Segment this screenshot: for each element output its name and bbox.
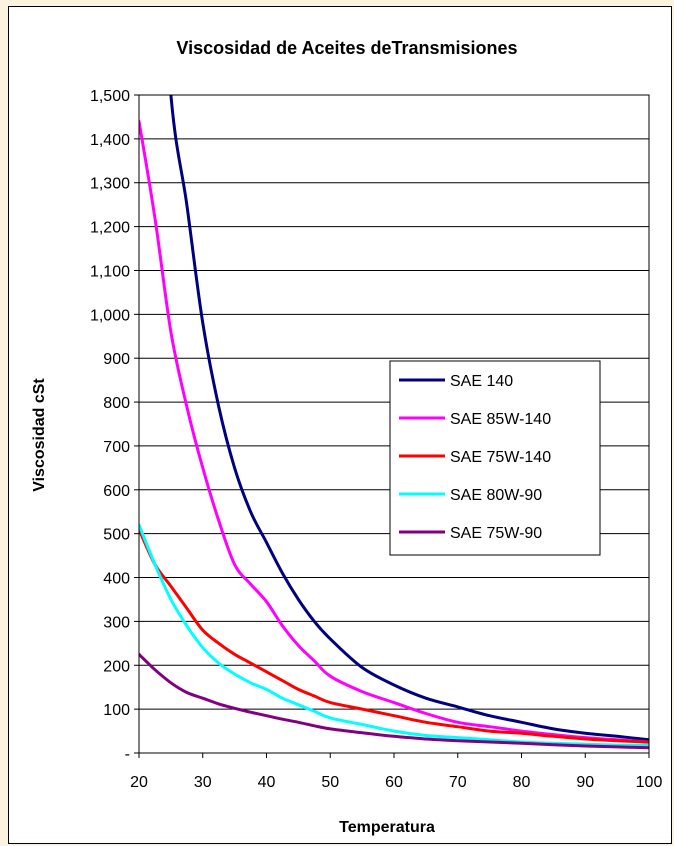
y-tick-label: 1,200 <box>90 220 130 237</box>
y-tick-label: 1,500 <box>90 88 130 105</box>
y-tick-label: 700 <box>103 439 130 456</box>
x-tick-label: 100 <box>636 774 663 791</box>
y-tick-label: 1,100 <box>90 263 130 280</box>
x-tick-label: 90 <box>576 774 594 791</box>
y-tick-label: 800 <box>103 395 130 412</box>
series-line-sae-75w-90 <box>139 652 649 750</box>
legend-label: SAE 85W-140 <box>450 411 551 428</box>
y-tick-label: 600 <box>103 483 130 500</box>
y-tick-label: - <box>125 746 130 763</box>
legend-label: SAE 75W-140 <box>450 449 551 466</box>
legend-label: SAE 140 <box>450 373 513 390</box>
y-tick-label: 900 <box>103 351 130 368</box>
legend-label: SAE 75W-90 <box>450 525 542 542</box>
y-tick-label: 100 <box>103 702 130 719</box>
chart-title: Viscosidad de Aceites deTransmisiones <box>176 38 517 58</box>
series-layer <box>139 95 649 750</box>
x-tick-label: 20 <box>130 774 148 791</box>
series-line-sae-80w-90 <box>139 523 649 747</box>
series-line-sae-85w-140 <box>139 119 649 744</box>
x-axis-title: Temperatura <box>339 819 435 836</box>
y-tick-label: 400 <box>103 571 130 588</box>
chart-svg: Viscosidad de Aceites deTransmisiones - 1… <box>31 38 662 836</box>
tick-layer: - 100 200 300 400 500 600 700 800 900 1,000 1,100 1,… <box>90 88 662 791</box>
x-tick-label: 30 <box>194 774 212 791</box>
y-tick-label: 500 <box>103 527 130 544</box>
y-axis-title: Viscosidad cSt <box>31 378 48 492</box>
y-tick-label: 1,000 <box>90 307 130 324</box>
y-tick-label: 300 <box>103 614 130 631</box>
legend-label: SAE 80W-90 <box>450 487 542 504</box>
legend: SAE 140 SAE 85W-140 SAE 75W-140 SAE 80W-90 S… <box>389 360 601 556</box>
chart-frame: Viscosidad de Aceites deTransmisiones - 1… <box>8 6 672 844</box>
series-line-sae-75w-140 <box>139 527 649 744</box>
y-tick-label: 1,300 <box>90 176 130 193</box>
legend-box <box>389 360 601 556</box>
y-tick-label: 1,400 <box>90 132 130 149</box>
x-tick-label: 40 <box>258 774 276 791</box>
x-tick-label: 80 <box>513 774 531 791</box>
y-tick-label: 200 <box>103 658 130 675</box>
series-line-sae-140 <box>169 95 649 742</box>
x-tick-label: 60 <box>385 774 403 791</box>
x-tick-label: 70 <box>449 774 467 791</box>
x-tick-label: 50 <box>321 774 339 791</box>
